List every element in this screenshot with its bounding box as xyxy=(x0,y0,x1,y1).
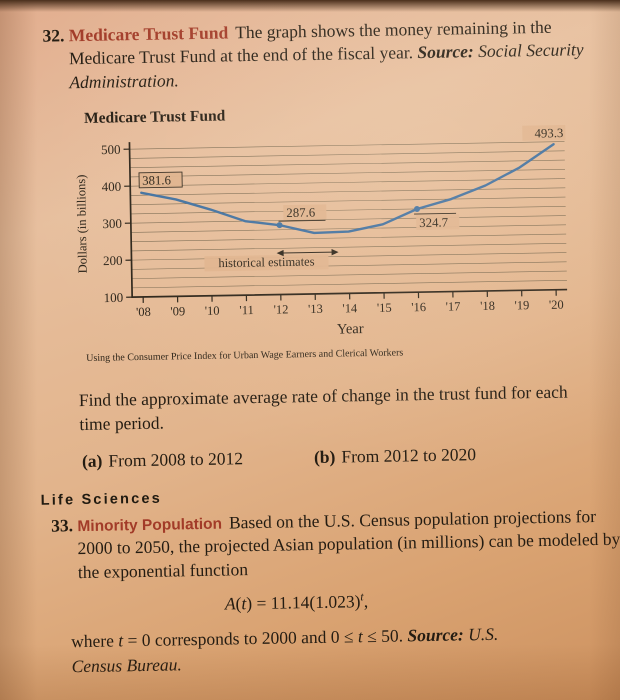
point-label-bg xyxy=(522,125,566,142)
axes xyxy=(128,142,568,299)
annotation-bg xyxy=(204,254,329,272)
x-tick-label: '18 xyxy=(480,299,495,313)
data-point xyxy=(413,206,420,213)
point-label-bg xyxy=(138,171,183,189)
x-tick-label: '15 xyxy=(377,301,392,315)
gridline xyxy=(130,197,566,206)
gridline xyxy=(131,271,567,280)
x-tick-label: '19 xyxy=(514,299,529,313)
x-tick-label: '16 xyxy=(411,300,426,314)
problem-32: 32. Medicare Trust Fund The graph shows t… xyxy=(42,15,617,95)
trend-line xyxy=(140,143,555,235)
task-list: (a) From 2008 to 2012 (b) From 2012 to 202… xyxy=(82,441,608,471)
task-a-label: (a) xyxy=(81,450,103,471)
section-heading-life-sciences: Life Sciences xyxy=(40,490,163,509)
gridline xyxy=(130,169,565,178)
task-b: (b) From 2012 to 2020 xyxy=(314,444,476,468)
y-axis-label: Dollars (in billions) xyxy=(74,175,89,274)
chart-svg: 100 200 300 400 500 '08 '09 '10 '11 '12 '13 '14 '15 '… xyxy=(74,125,568,338)
task-b-text: From 2012 to 2020 xyxy=(341,443,477,467)
annotation-label: historical estimates xyxy=(218,255,315,271)
point-label: 381.6 xyxy=(142,174,172,189)
task-a: (a) From 2008 to 2012 xyxy=(82,447,314,472)
task-prompt: Find the approximate average rate of cha… xyxy=(78,381,568,435)
x-tick-label: '17 xyxy=(446,300,461,314)
gridline xyxy=(130,178,566,187)
gridline xyxy=(129,141,565,150)
x-tick-label: '14 xyxy=(342,302,358,316)
x-tick-label: '20 xyxy=(549,298,564,312)
arrow-head-right-icon xyxy=(331,249,339,256)
y-tick-label: 200 xyxy=(103,253,123,268)
annotation-arrow xyxy=(282,251,333,254)
x-tick-label: '11 xyxy=(239,303,254,317)
problem-33: 33. Minority Population Based on the U.S.… xyxy=(51,504,620,585)
medicare-trust-fund-chart: Medicare Trust Fund 100 200 300 400 500'08'0… xyxy=(74,101,606,364)
data-point xyxy=(276,222,283,229)
y-tick-label: 400 xyxy=(102,179,122,194)
problem-33-footer: where t = 0 corresponds to 2000 and 0 ≤ … xyxy=(70,624,499,676)
gridline xyxy=(130,187,566,197)
y-tick-label: 300 xyxy=(102,216,122,231)
task-b-label: (b) xyxy=(313,446,336,467)
point-label: 287.6 xyxy=(286,206,316,221)
x-tick-label: '10 xyxy=(205,304,220,318)
label-leader xyxy=(278,220,326,222)
task-a-text: From 2008 to 2012 xyxy=(108,447,244,471)
x-tick-label: '12 xyxy=(274,303,289,317)
problem-32-title: Medicare Trust Fund xyxy=(68,22,229,46)
gridline xyxy=(131,243,567,252)
label-leader xyxy=(414,213,457,215)
gridline xyxy=(129,160,565,169)
gridline xyxy=(131,234,567,243)
page-content: 32. Medicare Trust Fund The graph shows t… xyxy=(12,9,620,679)
problem-32-number: 32. xyxy=(42,25,65,46)
gridline xyxy=(130,206,566,215)
point-label-bg xyxy=(416,214,460,231)
gridline xyxy=(131,261,567,270)
gridline xyxy=(131,224,566,234)
x-tick-label: '08 xyxy=(136,305,151,319)
exponential-function-equation: A(t) = 11.14(1.023)t, xyxy=(224,589,369,614)
problem-33-title: Minority Population xyxy=(77,515,223,535)
point-label: 324.7 xyxy=(419,216,449,231)
x-tick-label: '09 xyxy=(170,305,185,319)
chart-caption: Using the Consumer Price Index for Urban… xyxy=(86,347,404,365)
y-tick-label: 500 xyxy=(101,142,121,157)
y-tick-label: 100 xyxy=(104,290,124,305)
arrow-head-left-icon xyxy=(276,250,284,257)
problem-33-number: 33. xyxy=(50,514,74,536)
x-axis-label: Year xyxy=(337,321,364,337)
point-label: 493.3 xyxy=(534,126,563,141)
point-label-bg xyxy=(283,204,327,221)
gridline xyxy=(131,280,567,289)
gridline xyxy=(131,252,567,261)
gridline xyxy=(129,150,565,160)
gridline xyxy=(130,215,566,224)
x-tick-label: '13 xyxy=(308,302,323,316)
